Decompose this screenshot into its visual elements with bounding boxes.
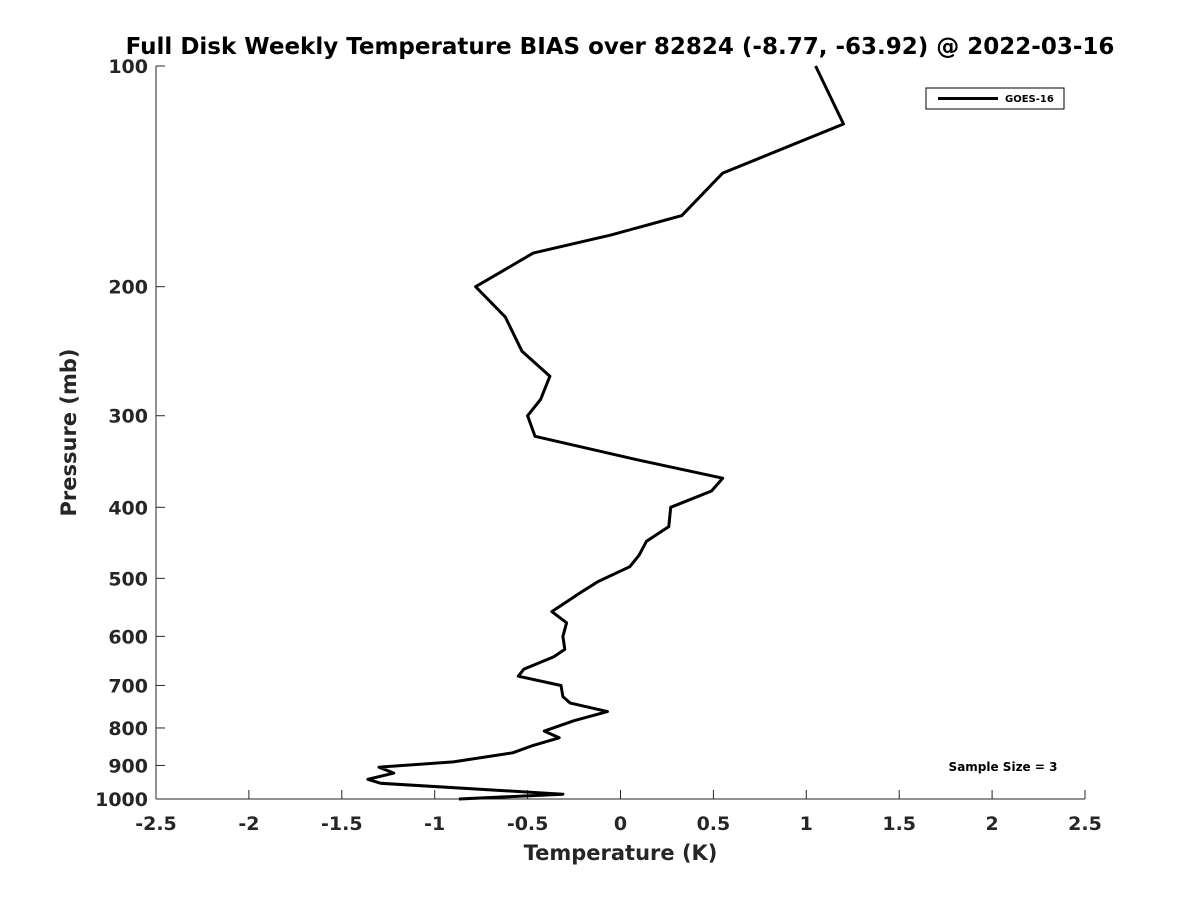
y-tick-label: 400 — [108, 497, 148, 519]
x-tick-label: -0.5 — [507, 813, 549, 835]
series-line-goes-16 — [366, 65, 845, 801]
legend: GOES-16 — [925, 87, 1065, 110]
y-tick-label: 600 — [108, 626, 148, 648]
x-tick-label: -2.5 — [135, 813, 177, 835]
axes — [155, 66, 1085, 800]
y-axis-ticks: 100 200 300 400 500 600 700 800 900 1000 — [95, 56, 165, 811]
x-tick-label: 2.5 — [1068, 813, 1102, 835]
sample-size-annotation: Sample Size = 3 — [949, 760, 1058, 774]
x-tick-label: -1 — [424, 813, 445, 835]
y-tick-label: 300 — [108, 406, 148, 428]
x-axis-label: Temperature (K) — [524, 841, 718, 865]
x-tick-label: -1.5 — [321, 813, 363, 835]
x-tick-label: 2 — [985, 813, 998, 835]
y-tick-label: 800 — [108, 718, 148, 740]
y-tick-label: 100 — [108, 56, 148, 78]
y-tick-label: 900 — [108, 755, 148, 777]
x-axis-ticks: -2.5 -2 -1.5 -1 -0.5 0 0.5 1 1.5 2 2.5 — [135, 790, 1102, 835]
y-tick-label: 1000 — [95, 789, 148, 811]
y-tick-label: 700 — [108, 675, 148, 697]
chart-title: Full Disk Weekly Temperature BIAS over 8… — [126, 34, 1115, 60]
y-tick-label: 500 — [108, 568, 148, 590]
y-tick-label: 200 — [108, 277, 148, 299]
x-tick-label: -2 — [238, 813, 259, 835]
x-tick-label: 0.5 — [697, 813, 731, 835]
x-tick-label: 1.5 — [882, 813, 916, 835]
legend-label-goes-16: GOES-16 — [1005, 94, 1054, 105]
y-axis-label: Pressure (mb) — [57, 349, 81, 517]
x-tick-label: 1 — [800, 813, 813, 835]
x-tick-label: 0 — [614, 813, 627, 835]
